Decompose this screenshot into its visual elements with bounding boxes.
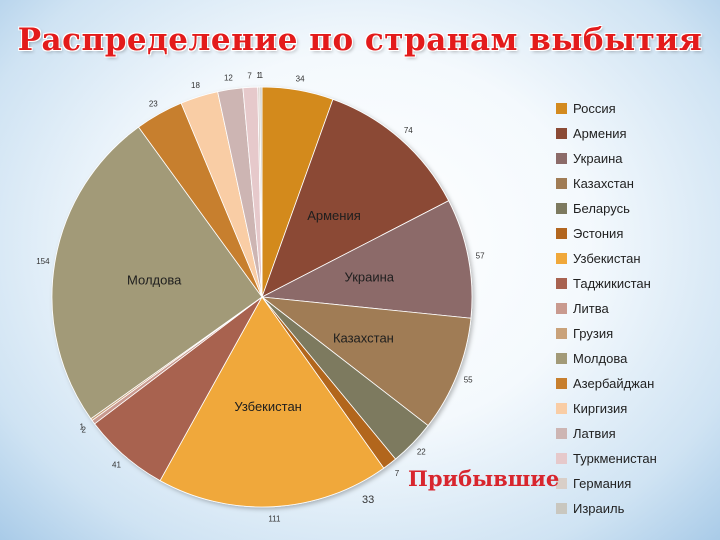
legend-swatch-14 [556, 453, 567, 464]
legend-swatch-10 [556, 353, 567, 364]
page-title: Распределение по странам выбытия [17, 22, 703, 58]
legend-label-8: Литва [573, 301, 609, 316]
value-label-15: 1 [256, 71, 261, 80]
legend-label-14: Туркменистан [573, 451, 657, 466]
legend: Россия Армения Украина Казахстан Беларусь Эст… [556, 96, 716, 521]
pie-slice-3 [260, 296, 472, 427]
legend-item-7: Таджикистан [556, 271, 716, 296]
value-label-9: 1 [79, 423, 84, 432]
legend-swatch-15 [556, 478, 567, 489]
legend-item-12: Киргизия [556, 396, 716, 421]
value-label-6: 111 [268, 515, 281, 524]
legend-label-7: Таджикистан [573, 276, 651, 291]
pie-slice-6 [159, 296, 385, 508]
pie-slice-16 [259, 86, 263, 298]
legend-item-10: Молдова [556, 346, 716, 371]
legend-swatch-2 [556, 153, 567, 164]
legend-item-15: Германия [556, 471, 716, 496]
legend-swatch-13 [556, 428, 567, 439]
inner-label-2: Украина [345, 270, 395, 285]
legend-item-0: Россия [556, 96, 716, 121]
legend-label-10: Молдова [573, 351, 628, 366]
legend-swatch-12 [556, 403, 567, 414]
value-label-0: 34 [296, 74, 305, 83]
legend-item-6: Узбекистан [556, 246, 716, 271]
pie-slice-10 [51, 126, 263, 420]
legend-label-11: Азербайджан [573, 376, 655, 391]
legend-label-0: Россия [573, 101, 616, 116]
value-label-12: 18 [191, 81, 200, 90]
legend-swatch-5 [556, 228, 567, 239]
value-label-7: 41 [112, 461, 121, 470]
value-label-2: 57 [476, 252, 485, 261]
legend-swatch-6 [556, 253, 567, 264]
inner-label-1: Армения [307, 208, 361, 223]
pie-slice-2 [260, 200, 473, 319]
legend-label-6: Узбекистан [573, 251, 641, 266]
legend-item-9: Грузия [556, 321, 716, 346]
pie-slice-1 [261, 98, 450, 298]
legend-label-13: Латвия [573, 426, 616, 441]
value-label-3: 55 [464, 375, 473, 384]
inner-label-6: Узбекистан [234, 399, 302, 414]
legend-item-13: Латвия [556, 421, 716, 446]
legend-item-8: Литва [556, 296, 716, 321]
legend-label-1: Армения [573, 126, 627, 141]
legend-item-16: Израиль [556, 496, 716, 521]
legend-label-15: Германия [573, 476, 632, 491]
legend-item-14: Туркменистан [556, 446, 716, 471]
value-label-14: 7 [247, 71, 252, 80]
value-label-11: 23 [149, 99, 158, 108]
legend-item-3: Казахстан [556, 171, 716, 196]
legend-item-11: Азербайджан [556, 371, 716, 396]
value-label-1: 74 [404, 126, 413, 135]
legend-swatch-0 [556, 103, 567, 114]
value-label-16: 1 [259, 71, 264, 80]
legend-label-9: Грузия [573, 326, 614, 341]
inner-label-10: Молдова [127, 272, 182, 287]
legend-swatch-4 [556, 203, 567, 214]
legend-swatch-8 [556, 303, 567, 314]
value-label-8: 2 [81, 425, 86, 434]
legend-item-1: Армения [556, 121, 716, 146]
legend-item-4: Беларусь [556, 196, 716, 221]
subtitle: Прибывшие [408, 466, 560, 491]
legend-swatch-3 [556, 178, 567, 189]
legend-label-16: Израиль [573, 501, 625, 516]
value-label-13: 12 [224, 74, 233, 83]
inner-label-3: Казахстан [333, 331, 394, 346]
value-label-10: 154 [36, 257, 50, 266]
value-label-5: 7 [395, 469, 400, 478]
legend-label-3: Казахстан [573, 176, 634, 191]
legend-item-2: Украина [556, 146, 716, 171]
legend-swatch-1 [556, 128, 567, 139]
legend-swatch-7 [556, 278, 567, 289]
legend-item-5: Эстония [556, 221, 716, 246]
legend-label-4: Беларусь [573, 201, 630, 216]
legend-swatch-11 [556, 378, 567, 389]
legend-swatch-9 [556, 328, 567, 339]
legend-label-2: Украина [573, 151, 623, 166]
legend-label-12: Киргизия [573, 401, 628, 416]
value-label-4: 22 [417, 448, 426, 457]
bottom-number: 33 [362, 494, 375, 506]
legend-swatch-16 [556, 503, 567, 514]
legend-label-5: Эстония [573, 226, 624, 241]
